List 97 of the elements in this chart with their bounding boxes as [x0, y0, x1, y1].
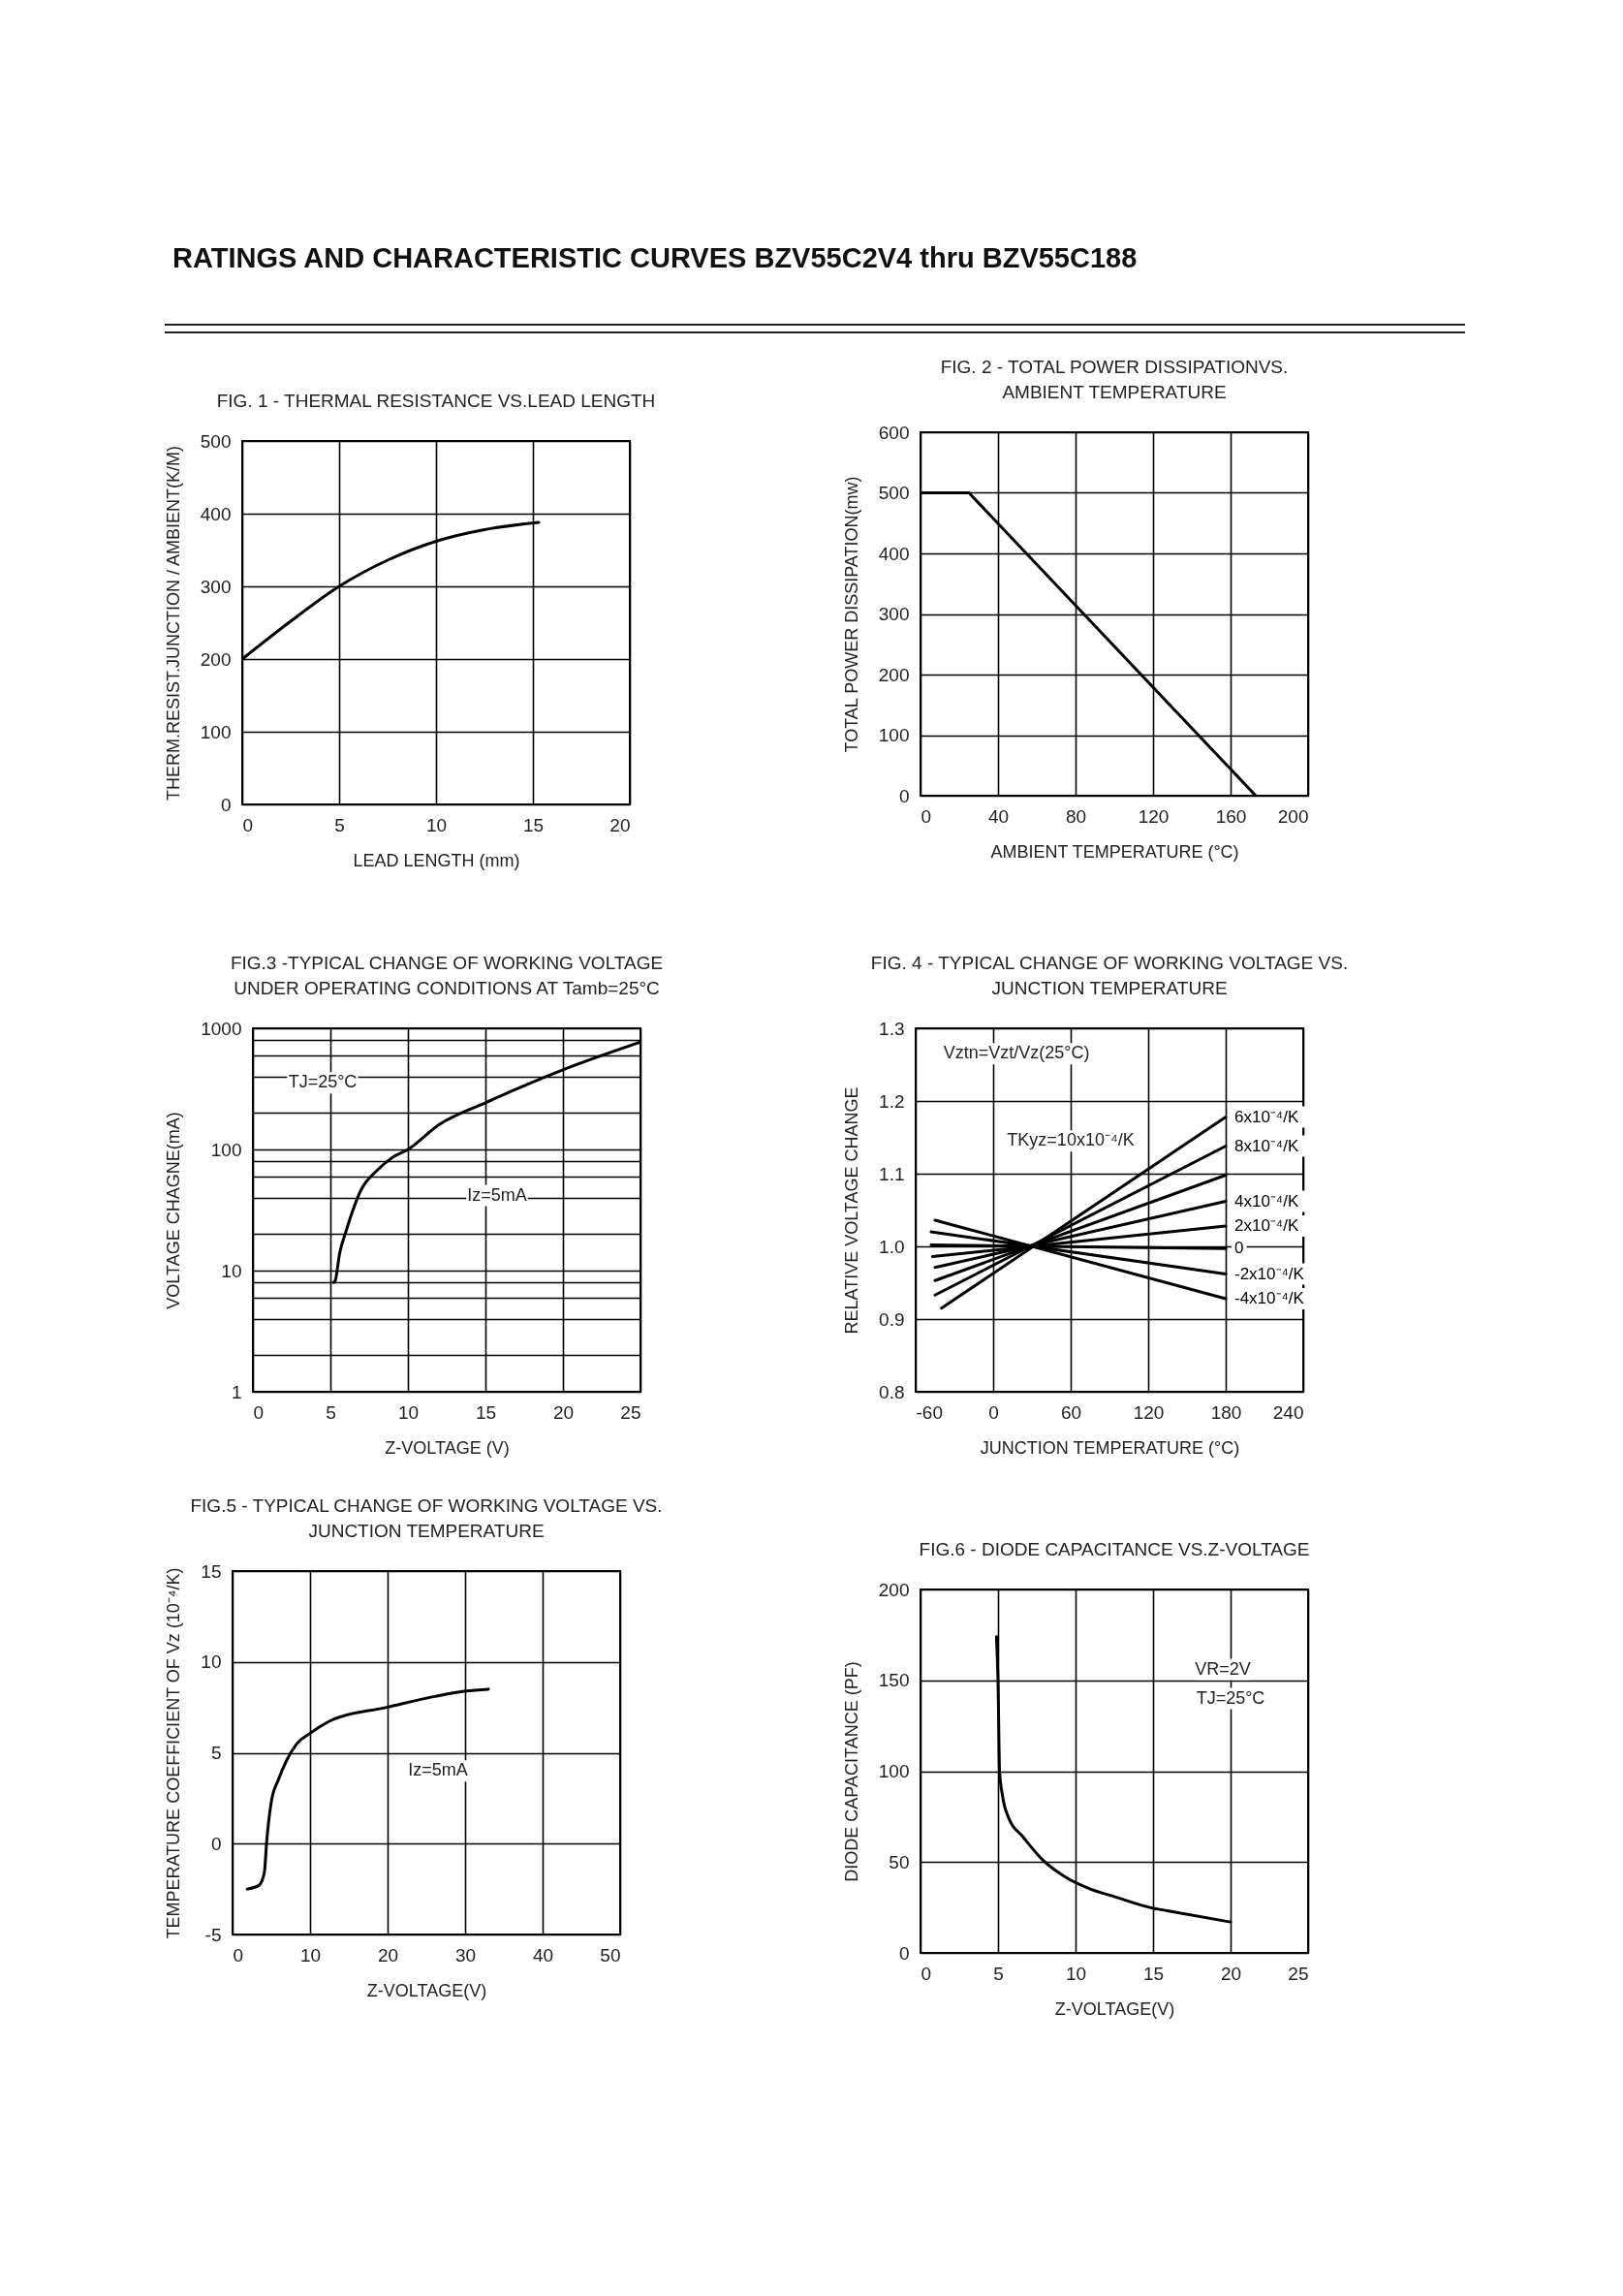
y-tick-label: 1.3 [879, 1018, 905, 1039]
y-tick-label: 0.8 [879, 1381, 905, 1402]
y-tick-label: 200 [200, 648, 232, 670]
x-tick-label: 160 [1215, 805, 1247, 827]
x-axis-title: Z-VOLTAGE(V) [1054, 1998, 1175, 2019]
x-tick-label: 180 [1210, 1401, 1242, 1423]
y-tick-label: 400 [200, 503, 232, 524]
chart-title: FIG.5 - TYPICAL CHANGE OF WORKING VOLTAGE VS. JUNCTION TEMPERATURE [190, 1495, 663, 1541]
x-tick-label: 15 [475, 1401, 497, 1423]
annotation: Vztn=Vzt/Vz(25°C) [943, 1043, 1090, 1063]
x-tick-label: 25 [1288, 1963, 1309, 1984]
x-tick-label: 20 [1220, 1963, 1242, 1984]
y-tick-label: 100 [200, 721, 232, 742]
x-tick-label: 120 [1138, 805, 1170, 827]
chart-title: FIG. 4 - TYPICAL CHANGE OF WORKING VOLTAGE VS. JUNCTION TEMPERATURE [870, 953, 1349, 998]
chart-title: FIG. 1 - THERMAL RESISTANCE VS.LEAD LENGTH [216, 391, 656, 411]
x-tick-label: 10 [299, 1944, 322, 1966]
x-tick-label: 0 [988, 1401, 999, 1423]
series-label: 2x10⁻⁴/K [1234, 1216, 1299, 1235]
series-label: -4x10⁻⁴/K [1234, 1289, 1305, 1307]
y-tick-label: 5 [210, 1743, 222, 1763]
y-tick-label: 150 [878, 1670, 910, 1691]
x-axis-title: JUNCTION TEMPERATURE (°C) [980, 1437, 1240, 1458]
y-tick-label: 10 [221, 1260, 242, 1281]
y-tick-label: 200 [878, 1579, 910, 1600]
y-tick-label: 100 [878, 725, 910, 745]
y-tick-label: 1.2 [879, 1090, 905, 1112]
x-tick-label: 0 [921, 805, 932, 827]
y-tick-label: 200 [878, 664, 910, 685]
y-axis-title: TEMPERATURE COEFFICIENT OF Vz (10⁻⁴/K) [164, 1567, 184, 1939]
series-label: 0 [1234, 1239, 1244, 1258]
x-tick-label: 50 [600, 1944, 621, 1966]
annotation: TJ=25°C [288, 1072, 358, 1092]
y-tick-label: 1.1 [879, 1163, 905, 1184]
y-tick-label: 1.0 [879, 1236, 905, 1257]
x-tick-label: 80 [1065, 805, 1087, 827]
x-tick-label: 30 [454, 1944, 477, 1966]
annotation: VR=2V [1195, 1658, 1251, 1679]
y-tick-label: 15 [201, 1560, 222, 1582]
x-tick-label: 10 [425, 814, 448, 835]
y-axis-title: THERM.RESIST.JUNCTION / AMBIENT(K/M) [163, 445, 183, 802]
x-tick-label: 120 [1133, 1401, 1165, 1423]
x-axis-title: Z-VOLTAGE(V) [366, 1980, 487, 2000]
annotation: TKyz=10x10⁻⁴/K [1007, 1130, 1135, 1150]
x-tick-label: 0 [921, 1963, 932, 1984]
x-axis-title: AMBIENT TEMPERATURE (°C) [990, 841, 1239, 862]
series-label: 4x10⁻⁴/K [1234, 1191, 1299, 1211]
y-tick-label: 300 [200, 576, 232, 597]
y-tick-label: 0 [210, 1833, 222, 1854]
y-tick-label: 50 [889, 1851, 910, 1872]
y-tick-label: 100 [210, 1139, 242, 1160]
y-tick-label: -5 [204, 1924, 222, 1945]
x-tick-label: 15 [522, 814, 545, 835]
series-label: 8x10⁻⁴/K [1234, 1136, 1299, 1155]
chart-title: FIG.6 - DIODE CAPACITANCE VS.Z-VOLTAGE [919, 1539, 1310, 1559]
series-label: -2x10⁻⁴/K [1234, 1264, 1305, 1283]
y-tick-label: 0 [898, 785, 910, 806]
x-tick-label: 20 [377, 1944, 399, 1966]
y-axis-title: VOLTAGE CHAGNE(mA) [164, 1112, 184, 1309]
series-label: 6x10⁻⁴/K [1234, 1107, 1299, 1126]
annotation: Iz=5mA [408, 1760, 468, 1780]
y-tick-label: 300 [878, 604, 910, 624]
x-tick-label: 15 [1142, 1963, 1165, 1984]
x-tick-label: 20 [609, 814, 631, 835]
y-tick-label: 500 [878, 483, 910, 503]
x-tick-label: 40 [987, 805, 1010, 827]
x-tick-label: 60 [1060, 1401, 1082, 1423]
x-tick-label: 25 [620, 1401, 641, 1423]
x-tick-label: 240 [1272, 1401, 1304, 1423]
annotation: TJ=25°C [1196, 1687, 1265, 1708]
y-tick-label: 500 [200, 430, 232, 452]
chart-title: FIG.3 -TYPICAL CHANGE OF WORKING VOLTAGE UNDER OPERATING CONDITIONS AT Tamb=25°C [230, 953, 664, 998]
x-tick-label: 10 [397, 1401, 420, 1423]
x-tick-label: 5 [334, 814, 345, 835]
y-axis-title: RELATIVE VOLTAGE CHANGE [842, 1086, 862, 1335]
chart-title: FIG. 2 - TOTAL POWER DISSIPATIONVS. AMBIENT TEMPERATURE [940, 357, 1289, 402]
x-tick-label: 0 [253, 1401, 265, 1423]
x-tick-label: 5 [326, 1401, 336, 1423]
y-tick-label: 10 [201, 1651, 222, 1673]
x-axis-title: Z-VOLTAGE (V) [385, 1437, 510, 1458]
y-tick-label: 1000 [201, 1018, 242, 1039]
y-tick-label: 100 [878, 1761, 910, 1781]
x-tick-label: 10 [1065, 1963, 1087, 1984]
text: RATINGS AND CHARACTERISTIC CURVES BZV55C2V4 thru BZV55C188 [172, 242, 1138, 274]
x-axis-title: LEAD LENGTH (mm) [353, 850, 520, 870]
x-tick-label: 40 [532, 1944, 554, 1966]
y-axis-title: TOTAL POWER DISSIPATION(mw) [841, 476, 861, 753]
x-tick-label: -60 [916, 1401, 943, 1423]
x-tick-label: 20 [552, 1401, 575, 1423]
y-tick-label: 1 [231, 1381, 242, 1402]
annotation: Iz=5mA [467, 1184, 527, 1205]
y-tick-label: 400 [878, 543, 910, 564]
x-tick-label: 200 [1277, 805, 1309, 827]
y-tick-label: 0.9 [879, 1308, 905, 1330]
y-axis-title: DIODE CAPACITANCE (PF) [841, 1661, 861, 1882]
x-tick-label: 5 [993, 1963, 1004, 1984]
y-tick-label: 600 [878, 422, 910, 443]
